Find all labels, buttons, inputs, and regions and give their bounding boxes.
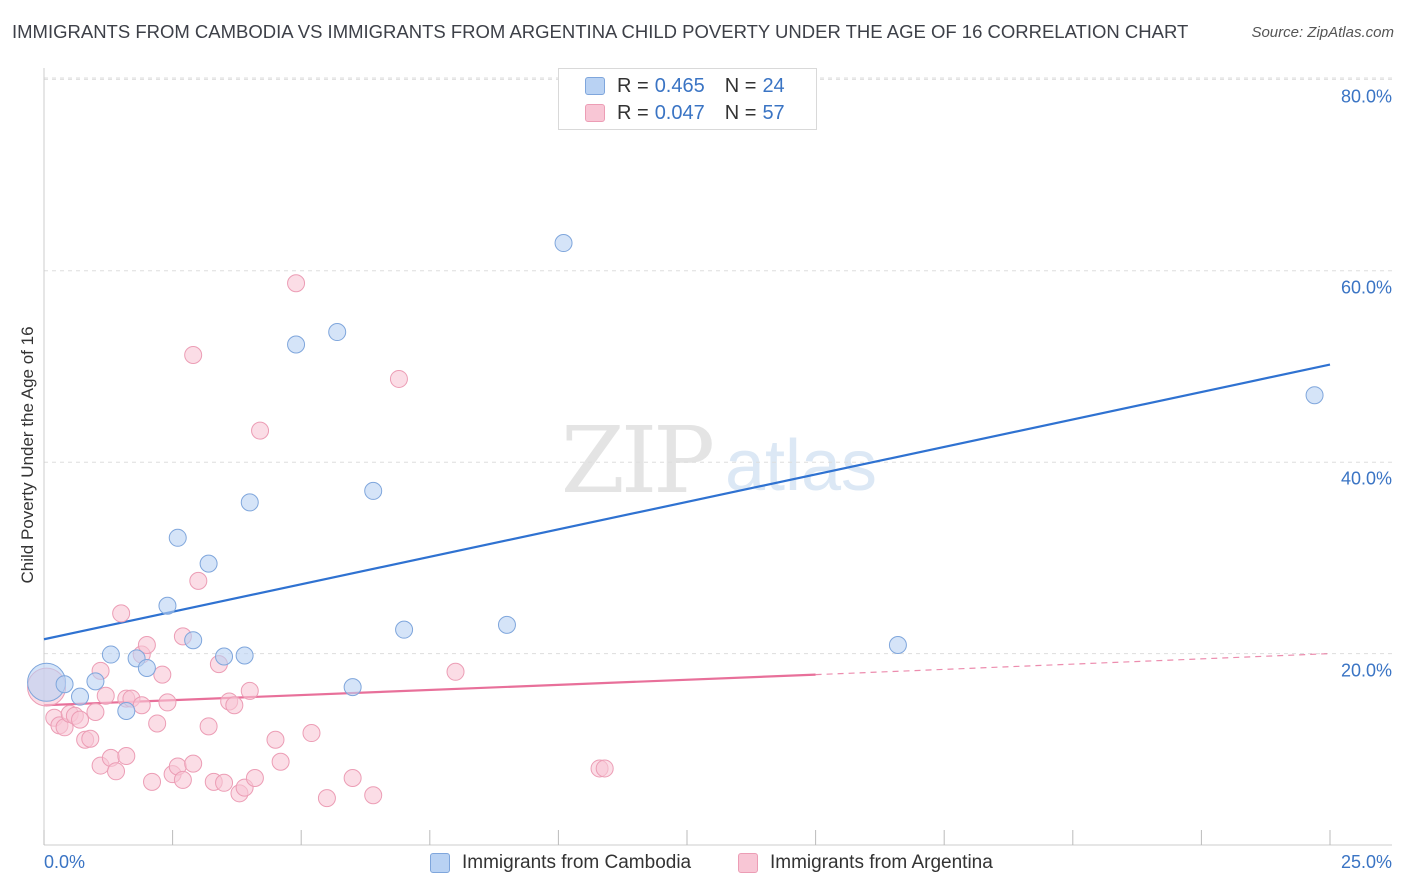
point-argentina-21	[137, 635, 156, 654]
point-cambodia-11	[199, 554, 218, 573]
point-cambodia-19	[395, 620, 414, 639]
point-argentina-24	[153, 665, 172, 684]
cambodia-swatch	[585, 77, 605, 95]
point-cambodia-7	[137, 658, 156, 677]
point-argentina-8	[81, 729, 100, 748]
point-cambodia-20	[497, 615, 516, 634]
y-tick-label-80: 80.0%	[1340, 86, 1392, 107]
legend-argentina-label: Immigrants from Argentina	[770, 852, 993, 873]
y-tick-label-60: 60.0%	[1340, 277, 1392, 298]
point-cambodia-23	[1305, 386, 1324, 405]
x-tick-min: 0.0%	[44, 852, 86, 872]
argentina-n-label: N =	[724, 101, 757, 124]
argentina-r-label: R =	[617, 101, 649, 124]
x-tick-max: 25.0%	[1340, 852, 1392, 872]
legend-cambodia-label: Immigrants from Cambodia	[462, 852, 692, 873]
y-tick-label-40: 40.0%	[1340, 468, 1392, 489]
y-tick-label-20: 20.0%	[1340, 660, 1392, 681]
point-argentina-30	[184, 346, 203, 365]
point-cambodia-22	[888, 635, 907, 654]
point-cambodia-21	[554, 234, 573, 253]
point-cambodia-1	[55, 675, 74, 694]
legend-item-cambodia[interactable]: Immigrants from Cambodia	[430, 852, 691, 874]
legend-item-argentina[interactable]: Immigrants from Argentina	[738, 852, 993, 874]
source-credit: Source: ZipAtlas.com	[1251, 24, 1394, 41]
point-argentina-46	[287, 274, 306, 293]
point-argentina-44	[266, 730, 285, 749]
point-argentina-28	[173, 770, 192, 789]
point-cambodia-4	[101, 645, 120, 664]
legend-row-cambodia: R = 0.465 N = 24	[585, 74, 785, 98]
point-cambodia-8	[158, 596, 177, 615]
point-argentina-32	[189, 571, 208, 590]
point-argentina-50	[364, 786, 383, 805]
point-argentina-48	[317, 789, 336, 808]
point-cambodia-17	[343, 678, 362, 697]
trendline-argentina-extension	[815, 653, 1331, 676]
point-argentina-15	[112, 604, 131, 623]
point-argentina-22	[143, 772, 162, 791]
point-argentina-43	[251, 421, 270, 440]
point-argentina-36	[215, 773, 234, 792]
point-cambodia-16	[328, 323, 347, 342]
point-argentina-25	[158, 693, 177, 712]
chart-title: IMMIGRANTS FROM CAMBODIA VS IMMIGRANTS F…	[12, 21, 1189, 42]
cambodia-n-value: 24	[762, 74, 785, 97]
point-argentina-45	[271, 752, 290, 771]
watermark-zip: ZIP	[561, 407, 712, 514]
trendline-cambodia	[43, 363, 1331, 641]
point-cambodia-15	[287, 335, 306, 354]
point-argentina-6	[71, 710, 90, 729]
correlation-legend: R = 0.465 N = 24 R = 0.047 N = 57	[558, 68, 817, 130]
point-argentina-23	[148, 714, 167, 733]
point-cambodia-12	[215, 647, 234, 666]
point-cambodia-14	[240, 493, 259, 512]
point-cambodia-18	[364, 481, 383, 500]
point-cambodia-9	[168, 528, 187, 547]
point-argentina-54	[595, 759, 614, 778]
point-cambodia-13	[235, 646, 254, 665]
point-cambodia-2	[71, 687, 90, 706]
point-argentina-33	[199, 717, 218, 736]
point-argentina-52	[446, 662, 465, 681]
point-cambodia-10	[184, 631, 203, 650]
point-argentina-38	[225, 696, 244, 715]
cambodia-r-label: R =	[617, 74, 649, 97]
point-argentina-49	[343, 769, 362, 788]
point-argentina-20	[132, 696, 151, 715]
point-cambodia-5	[117, 702, 136, 721]
point-argentina-31	[184, 754, 203, 773]
point-argentina-12	[96, 686, 115, 705]
legend-row-argentina: R = 0.047 N = 57	[585, 101, 785, 125]
argentina-swatch	[585, 104, 605, 122]
legend-argentina-swatch	[738, 853, 758, 873]
point-argentina-42	[245, 769, 264, 788]
point-argentina-47	[302, 724, 321, 743]
point-argentina-51	[389, 369, 408, 388]
point-argentina-41	[240, 681, 259, 700]
point-argentina-9	[86, 702, 105, 721]
cambodia-n-label: N =	[724, 74, 757, 97]
cambodia-r-value: 0.465	[654, 74, 705, 97]
point-argentina-16	[117, 746, 136, 765]
point-argentina-14	[107, 762, 126, 781]
argentina-r-value: 0.047	[654, 101, 705, 124]
argentina-n-value: 57	[762, 101, 785, 124]
legend-cambodia-swatch	[430, 853, 450, 873]
point-cambodia-3	[86, 672, 105, 691]
